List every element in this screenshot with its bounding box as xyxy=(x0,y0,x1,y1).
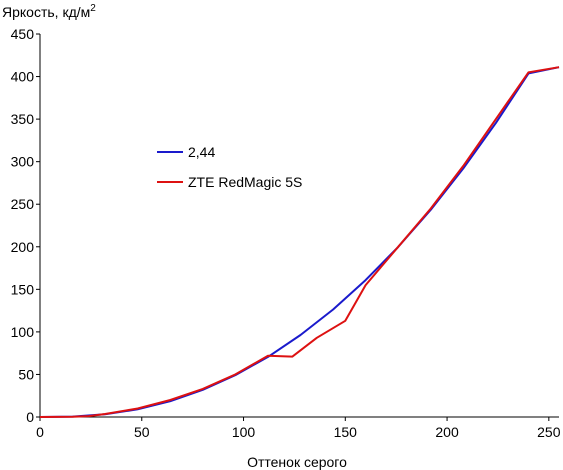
y-tick-label: 300 xyxy=(11,154,35,170)
y-tick-label: 350 xyxy=(11,111,35,127)
y-tick-label: 400 xyxy=(11,69,35,85)
x-tick-label: 0 xyxy=(36,424,44,440)
y-axis-title: Яркость, кд/м2 xyxy=(2,3,96,20)
legend-label-zte-redmagic-5s: ZTE RedMagic 5S xyxy=(188,174,302,190)
legend-label-2-44: 2,44 xyxy=(188,144,215,160)
y-tick-label: 0 xyxy=(26,409,34,425)
y-axis-title-main: Яркость, кд/м xyxy=(2,4,90,20)
y-tick-label: 150 xyxy=(11,281,35,297)
x-tick-label: 100 xyxy=(232,424,256,440)
legend: 2,44 ZTE RedMagic 5S xyxy=(157,144,302,190)
y-tick-label: 250 xyxy=(11,196,35,212)
y-axis: 0 50 100 150 200 250 300 350 400 450 xyxy=(11,26,40,425)
y-tick-label: 200 xyxy=(11,239,35,255)
series-layer xyxy=(39,66,560,418)
x-axis-title: Оттенок серого xyxy=(247,454,347,470)
x-tick-label: 50 xyxy=(134,424,150,440)
x-tick-label: 250 xyxy=(537,424,561,440)
y-tick-label: 50 xyxy=(18,366,34,382)
y-axis-title-superscript: 2 xyxy=(90,3,96,14)
x-tick-label: 200 xyxy=(435,424,459,440)
x-tick-label: 150 xyxy=(334,424,358,440)
y-tick-label: 450 xyxy=(11,26,35,42)
series-line-1 xyxy=(39,66,560,418)
y-tick-label: 100 xyxy=(11,324,35,340)
series-line-0 xyxy=(39,66,560,418)
x-axis: 0 50 100 150 200 250 xyxy=(36,417,561,440)
